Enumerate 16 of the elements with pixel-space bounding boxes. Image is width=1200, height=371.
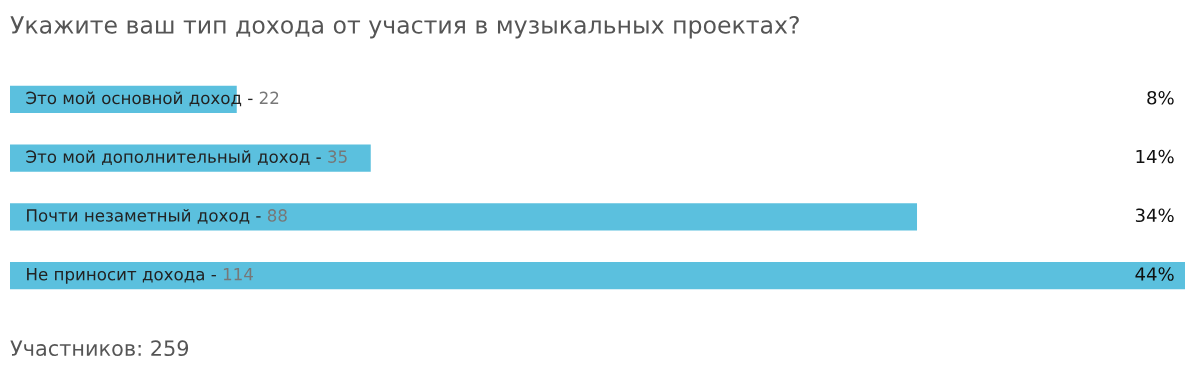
data-label: 114 [223,268,253,281]
bar [10,203,918,231]
data-label: 35 [328,150,347,163]
annotation: 34% [1135,208,1174,223]
y-tick-label: Почти незаметный доход - [27,208,261,224]
bar [10,144,371,172]
y-tick-label: Это мой дополнительный доход - [26,150,321,166]
y-tick-label: Не приносит дохода - [27,268,216,284]
annotation: 44% [1135,267,1174,281]
data-label: 88 [267,209,287,222]
annotation: 8% [1147,90,1174,105]
chart-title: Укажите ваш тип дохода от участия в музыкальных проектах? [10,15,799,39]
annotation: 14% [1136,149,1174,164]
text: Участников: 259 [10,340,189,357]
data-label: 22 [259,91,279,104]
bar [10,262,1185,290]
